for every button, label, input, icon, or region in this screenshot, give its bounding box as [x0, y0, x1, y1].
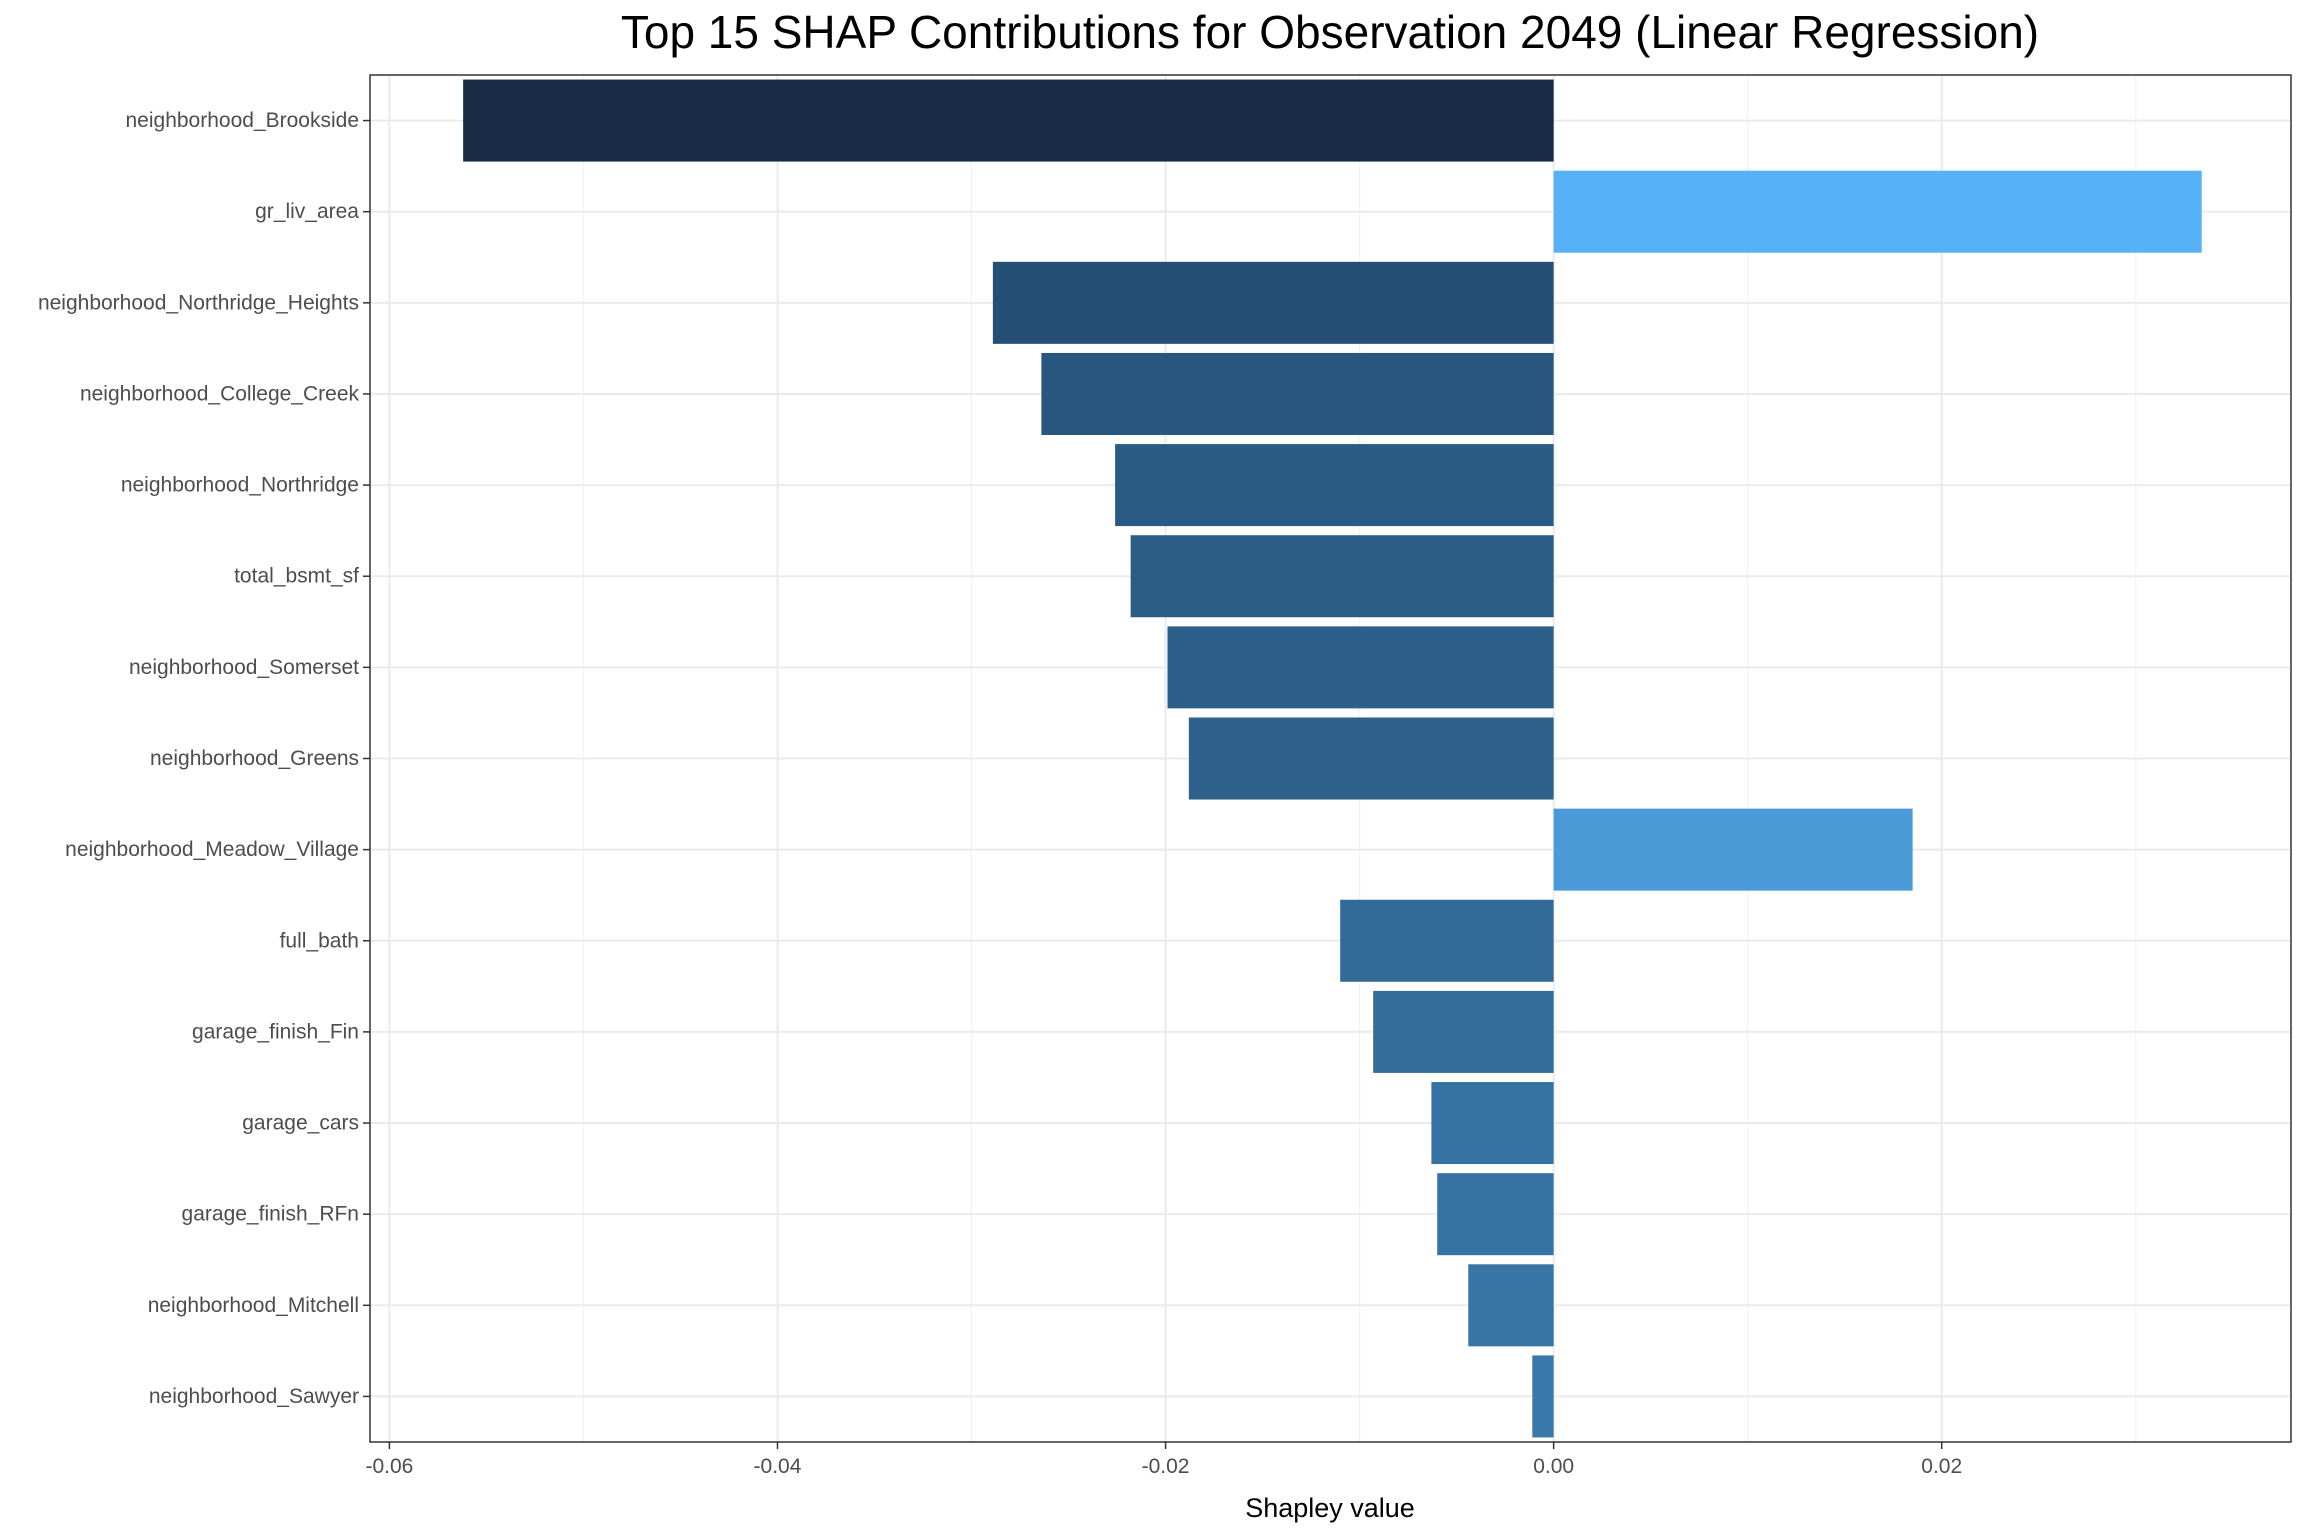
x-tick-label: -0.02 — [1142, 1455, 1190, 1478]
bar — [1532, 1355, 1554, 1438]
bar — [1553, 170, 2202, 253]
bar — [1468, 1264, 1554, 1347]
bar — [1167, 626, 1554, 709]
y-tick-label: neighborhood_Mitchell — [148, 1294, 359, 1317]
x-tick-label: -0.06 — [365, 1455, 413, 1478]
y-tick-label: neighborhood_Meadow_Village — [65, 838, 359, 861]
bar — [463, 79, 1554, 162]
bar — [1431, 1082, 1554, 1165]
bar — [1340, 899, 1554, 982]
y-tick-label: gr_liv_area — [255, 200, 359, 223]
y-tick-label: garage_cars — [242, 1112, 359, 1135]
y-tick-label: neighborhood_Greens — [150, 747, 359, 770]
y-tick-label: neighborhood_Northridge_Heights — [38, 291, 359, 314]
bar — [1437, 1173, 1554, 1256]
bar — [992, 261, 1554, 344]
x-tick-label: 0.00 — [1533, 1455, 1574, 1478]
y-tick-label: total_bsmt_sf — [234, 565, 359, 588]
x-tick-label: 0.02 — [1921, 1455, 1962, 1478]
y-tick-label: neighborhood_Somerset — [129, 656, 359, 679]
y-tick-label: garage_finish_RFn — [182, 1203, 359, 1226]
y-axis: neighborhood_Brookside gr_liv_areaneighbo… — [38, 109, 370, 1408]
bar — [1115, 444, 1554, 527]
bar — [1041, 352, 1554, 435]
y-tick-label: neighborhood_Sawyer — [149, 1385, 359, 1408]
bar — [1188, 717, 1554, 800]
y-tick-label: full_bath — [280, 929, 359, 952]
x-tick-label: -0.04 — [754, 1455, 802, 1478]
y-tick-label: neighborhood_Northridge — [121, 474, 359, 497]
x-axis: -0.06 -0.04 -0.02 0.00 0.02 — [365, 1442, 1962, 1478]
bar — [1553, 808, 1913, 891]
chart-title: Top 15 SHAP Contributions for Observatio… — [621, 6, 2039, 58]
y-tick-label: garage_finish_Fin — [192, 1020, 359, 1043]
y-tick-label: neighborhood_Brookside — [125, 109, 359, 132]
bar — [1373, 990, 1554, 1073]
x-axis-title: Shapley value — [1245, 1493, 1415, 1523]
y-tick-label: neighborhood_College_Creek — [80, 382, 360, 405]
bar — [1130, 535, 1554, 618]
bars — [463, 79, 2202, 1438]
